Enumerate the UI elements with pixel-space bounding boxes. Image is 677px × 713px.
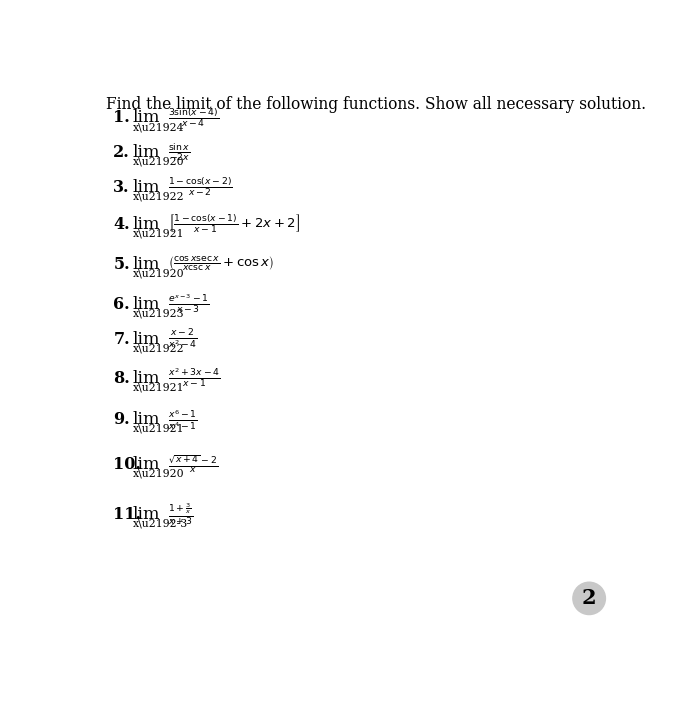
Text: lim: lim [133,179,160,195]
Text: 2: 2 [582,588,596,608]
Text: 2.: 2. [113,144,130,161]
Text: 8.: 8. [113,369,130,386]
Text: 9.: 9. [113,411,130,429]
Text: $\frac{x^2+3x-4}{x-1}$: $\frac{x^2+3x-4}{x-1}$ [167,367,220,389]
Text: $\frac{\sin x}{-2x}$: $\frac{\sin x}{-2x}$ [167,142,190,163]
Text: x\u21921: x\u21921 [133,382,184,392]
Text: lim: lim [133,456,160,473]
Text: lim: lim [133,215,160,232]
Text: lim: lim [133,331,160,348]
Text: x\u21923: x\u21923 [133,309,184,319]
Text: x\u2192-3: x\u2192-3 [133,518,188,529]
Text: $\left[\frac{1-\cos(x-1)}{x-1}+2x+2\right]$: $\left[\frac{1-\cos(x-1)}{x-1}+2x+2\righ… [167,213,300,235]
Text: lim: lim [133,296,160,313]
Text: $\frac{3\sin(x-4)}{x-4}$: $\frac{3\sin(x-4)}{x-4}$ [167,107,219,129]
Text: x\u21921: x\u21921 [133,424,184,434]
Text: $\frac{1+\frac{3}{x}}{x+3}$: $\frac{1+\frac{3}{x}}{x+3}$ [167,502,192,527]
Text: x\u21924: x\u21924 [133,122,184,132]
Text: lim: lim [133,369,160,386]
Text: $\frac{x^6-1}{x^4-1}$: $\frac{x^6-1}{x^4-1}$ [167,408,197,431]
Text: lim: lim [133,144,160,161]
Text: x\u21922: x\u21922 [133,191,184,202]
Text: 11.: 11. [113,506,141,523]
Text: $\frac{x-2}{x^2-4}$: $\frac{x-2}{x^2-4}$ [167,328,197,352]
Text: x\u21922: x\u21922 [133,344,184,354]
Text: 1.: 1. [113,109,130,126]
Text: x\u21920: x\u21920 [133,468,184,478]
Text: $\left(\frac{\cos x\sec x}{x\csc x}+\cos x\right)$: $\left(\frac{\cos x\sec x}{x\csc x}+\cos… [167,255,274,273]
Text: 5.: 5. [113,256,130,272]
Text: $\frac{\sqrt{x+4}-2}{x}$: $\frac{\sqrt{x+4}-2}{x}$ [167,453,218,476]
Text: 3.: 3. [113,179,130,195]
Text: 4.: 4. [113,215,130,232]
Text: lim: lim [133,109,160,126]
Text: lim: lim [133,411,160,429]
Text: 7.: 7. [113,331,130,348]
Text: Find the limit of the following functions. Show all necessary solution.: Find the limit of the following function… [106,96,647,113]
Text: x\u21920: x\u21920 [133,268,184,279]
Text: x\u21920: x\u21920 [133,157,184,167]
Text: 6.: 6. [113,296,130,313]
Text: x\u21921: x\u21921 [133,228,184,238]
Text: $\frac{1-\cos(x-2)}{x-2}$: $\frac{1-\cos(x-2)}{x-2}$ [167,176,232,198]
Text: 10.: 10. [113,456,141,473]
Text: $\frac{e^{x-3}-1}{x-3}$: $\frac{e^{x-3}-1}{x-3}$ [167,293,209,315]
Text: lim: lim [133,506,160,523]
Text: lim: lim [133,256,160,272]
Circle shape [573,583,605,615]
